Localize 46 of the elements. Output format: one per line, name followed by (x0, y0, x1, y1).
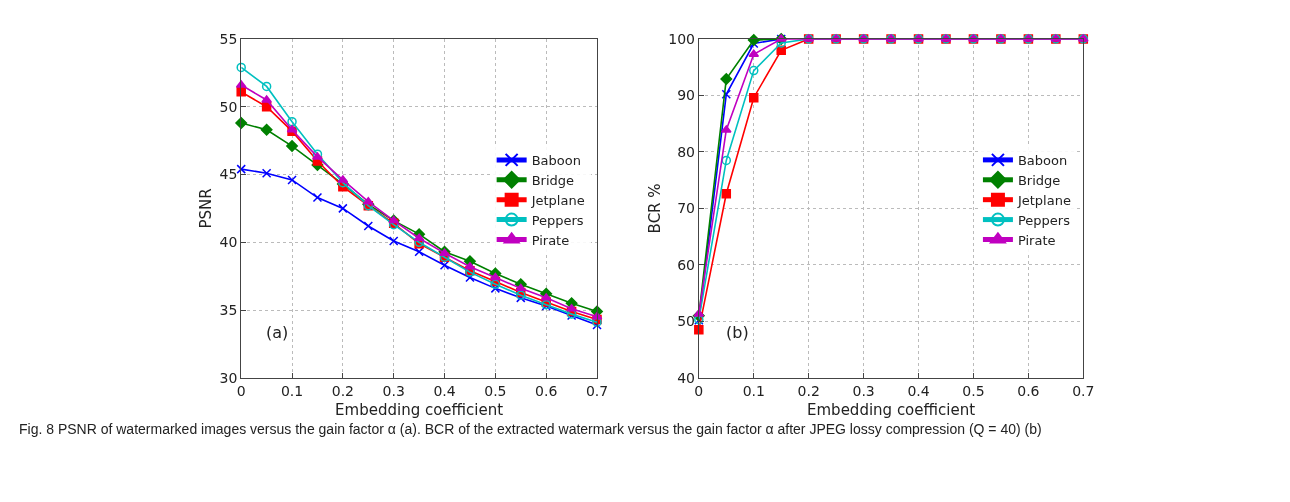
y-tick-label: 60 (677, 256, 696, 273)
x-tick-label: 0.2 (331, 382, 354, 399)
y-tick-label: 45 (219, 166, 238, 183)
x-tick-label: 0.4 (433, 382, 456, 399)
annotation: (b) (726, 323, 749, 342)
y-tick-label: 35 (219, 301, 238, 318)
y-tick-label: 40 (677, 369, 696, 386)
x-tick-label: 0 (236, 382, 246, 399)
y-axis-title: BCR % (645, 183, 664, 234)
annotation: (a) (266, 323, 289, 342)
x-tick-label: 0.6 (1017, 382, 1040, 399)
legend-label: Baboon (531, 152, 581, 168)
x-tick-label: 0 (694, 382, 704, 399)
x-tick-label: 0.1 (742, 382, 765, 399)
x-tick-label: 0.2 (797, 382, 820, 399)
legend-label: Jetplane (530, 192, 585, 208)
y-tick-label: 55 (219, 30, 238, 47)
legend-label: Peppers (1017, 212, 1071, 228)
x-tick-label: 0.5 (484, 382, 507, 399)
x-tick-label: 0.3 (382, 382, 405, 399)
x-tick-label: 0.7 (585, 382, 609, 399)
caption: Fig. 8 PSNR of watermarked images versus the gain factor α (a). BCR of the extracted watermark versus the gain factor α after JPEG lossy compression (Q = 40) (b) (19, 421, 1042, 437)
y-tick-label: 50 (677, 313, 696, 330)
y-tick-label: 100 (668, 30, 696, 47)
legend-label: Bridge (531, 172, 575, 188)
legend-label: Jetplane (1016, 192, 1071, 208)
legend-label: Pirate (1017, 232, 1056, 248)
x-tick-label: 0.3 (852, 382, 875, 399)
y-tick-label: 70 (677, 200, 696, 217)
x-tick-label: 0.6 (535, 382, 558, 399)
x-tick-label: 0.7 (1072, 382, 1095, 399)
x-tick-label: 0.4 (907, 382, 930, 399)
legend-label: Bridge (1017, 172, 1061, 188)
y-tick-label: 50 (219, 98, 238, 115)
x-tick-label: 0.1 (280, 382, 304, 399)
y-tick-label: 40 (219, 234, 238, 251)
x-tick-label: 0.5 (962, 382, 985, 399)
legend-label: Peppers (531, 212, 584, 228)
legend-label: Pirate (531, 232, 570, 248)
legend-label: Baboon (1017, 152, 1068, 168)
x-axis-title: Embedding coefficient (807, 400, 976, 419)
y-tick-label: 30 (219, 369, 238, 386)
x-axis-title: Embedding coefficient (335, 400, 504, 419)
y-tick-label: 90 (677, 87, 696, 104)
y-axis-title: PSNR (196, 188, 215, 229)
y-tick-label: 80 (677, 143, 696, 160)
